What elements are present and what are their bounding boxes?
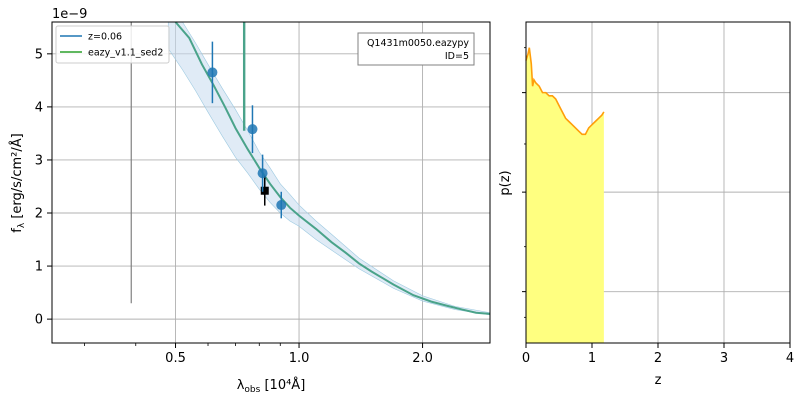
sed-legend: z=0.06 eazy_v1.1_sed2 bbox=[55, 25, 170, 64]
legend-frame bbox=[55, 25, 170, 64]
annotation-frame bbox=[357, 32, 475, 66]
template-sed-line bbox=[174, 21, 491, 315]
sed-x-axis-label: λobs [10⁴Å] bbox=[237, 377, 306, 395]
sed-y-tick-label: 1 bbox=[35, 260, 43, 275]
sed-plot-area bbox=[130, 21, 491, 316]
pz-x-axis-label: z bbox=[655, 373, 662, 388]
pz-x-tick-label: 4 bbox=[786, 351, 794, 366]
pz-x-tick-label: 1 bbox=[588, 351, 596, 366]
sed-x-ticks: 0.5 1.0 2.0 bbox=[84, 343, 433, 366]
sed-annotation: Q1431m0050.eazypy ID=5 bbox=[357, 32, 475, 66]
sed-y-tick-label: 5 bbox=[35, 47, 43, 62]
template-uncertainty-band bbox=[167, 21, 491, 316]
sed-offset-label: 1e−9 bbox=[52, 7, 87, 22]
photometry-point bbox=[247, 124, 258, 135]
annotation-object-name: Q1431m0050.eazypy bbox=[367, 38, 469, 49]
photometry-point bbox=[207, 67, 218, 78]
sed-y-axis-label: fλ [erg/s/cm²/Å] bbox=[9, 133, 27, 232]
pz-plot-area bbox=[525, 47, 605, 344]
sed-y-tick-label: 3 bbox=[35, 153, 43, 168]
pz-x-tick-label: 3 bbox=[720, 351, 728, 366]
annotation-object-id: ID=5 bbox=[445, 51, 469, 62]
pz-y-ticks bbox=[522, 47, 526, 318]
pz-x-tick-label: 2 bbox=[654, 351, 662, 366]
sed-grid bbox=[52, 22, 490, 343]
sed-panel: 0.5 1.0 2.0 0 1 2 3 4 5 1e−9 λobs [10⁴Å] fλ [er… bbox=[9, 7, 491, 395]
sed-y-tick-label: 4 bbox=[35, 100, 43, 115]
pz-panel: 0 1 2 3 4 z p(z) bbox=[498, 21, 794, 388]
pz-y-axis-label: p(z) bbox=[498, 170, 513, 195]
sed-y-tick-label: 2 bbox=[35, 207, 43, 222]
model-point bbox=[260, 186, 269, 195]
sed-x-tick-label: 1.0 bbox=[289, 351, 310, 366]
pz-filled-area bbox=[526, 47, 604, 344]
pz-curve bbox=[525, 47, 605, 136]
pz-x-tick-label: 0 bbox=[522, 351, 530, 366]
pz-x-ticks: 0 1 2 3 4 bbox=[522, 343, 794, 366]
sed-y-tick-label: 0 bbox=[35, 313, 43, 328]
sed-x-tick-label: 0.5 bbox=[165, 351, 186, 366]
legend-label-template: eazy_v1.1_sed2 bbox=[88, 48, 163, 59]
sed-x-tick-label: 2.0 bbox=[412, 351, 433, 366]
photometry-point bbox=[276, 200, 287, 211]
legend-label-z: z=0.06 bbox=[88, 32, 122, 43]
photometry-point bbox=[257, 168, 268, 179]
sed-y-ticks: 0 1 2 3 4 5 bbox=[35, 47, 52, 328]
sed-axes-frame bbox=[51, 21, 491, 344]
